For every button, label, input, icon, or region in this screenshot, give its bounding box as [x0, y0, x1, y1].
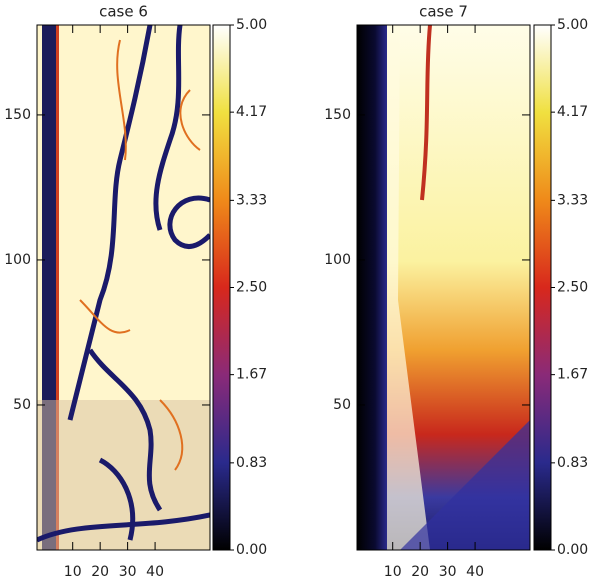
- colorbar: [533, 24, 552, 551]
- y-tick-label: 150: [4, 107, 31, 123]
- colorbar-tick-label: 5.00: [557, 17, 588, 33]
- colorbar-tick-label: 0.00: [557, 542, 588, 558]
- colorbar-tick-label: 0.83: [557, 455, 588, 471]
- y-tick-label: 50: [333, 397, 351, 413]
- chart-title: case 6: [99, 3, 148, 21]
- colorbar-tick-label: 0.83: [236, 455, 267, 471]
- colorbar-tick-label: 4.17: [557, 104, 588, 120]
- x-tick-label: 10: [384, 564, 402, 580]
- colorbar-tick-label: 2.50: [236, 280, 267, 296]
- colorbar-tick-label: 2.50: [557, 280, 588, 296]
- field-image: [357, 25, 530, 550]
- y-tick-label: 100: [324, 252, 351, 268]
- x-tick-label: 20: [411, 564, 429, 580]
- x-tick-label: 30: [119, 564, 137, 580]
- plot-frame: [36, 24, 211, 551]
- colorbar: [212, 24, 231, 551]
- plot-frame: [356, 24, 531, 551]
- x-tick-label: 30: [439, 564, 457, 580]
- chart-title: case 7: [419, 3, 468, 21]
- colorbar-tick-label: 3.33: [236, 192, 267, 208]
- colorbar-tick-label: 4.17: [236, 104, 267, 120]
- x-tick-label: 10: [64, 564, 82, 580]
- y-tick-label: 100: [4, 252, 31, 268]
- colorbar-tick-label: 3.33: [557, 192, 588, 208]
- x-tick-label: 20: [91, 564, 109, 580]
- x-tick-label: 40: [466, 564, 484, 580]
- field-image: [37, 25, 210, 550]
- colorbar-tick-label: 1.67: [557, 367, 588, 383]
- x-tick-label: 40: [146, 564, 164, 580]
- colorbar-tick-label: 0.00: [236, 542, 267, 558]
- y-tick-label: 50: [13, 397, 31, 413]
- colorbar-tick-label: 1.67: [236, 367, 267, 383]
- colorbar-tick-label: 5.00: [236, 17, 267, 33]
- y-tick-label: 150: [324, 107, 351, 123]
